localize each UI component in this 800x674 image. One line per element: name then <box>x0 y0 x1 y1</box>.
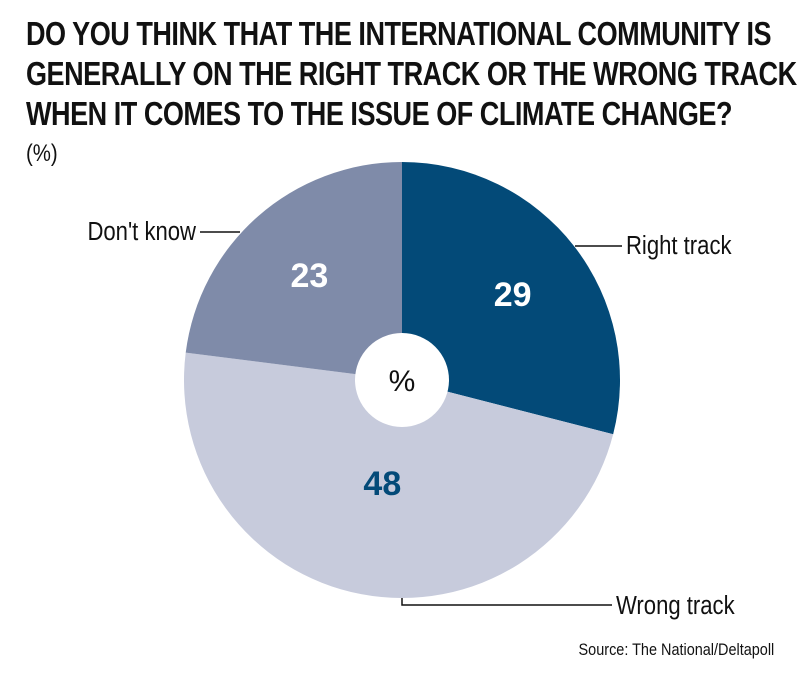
source-note: Source: The National/Deltapoll <box>578 640 774 659</box>
unit-label: (%) <box>26 140 58 167</box>
pie-slice-wrong-track <box>184 352 614 598</box>
category-label-right-track: Right track <box>626 231 732 260</box>
donut-hole <box>355 333 449 427</box>
slice-value-label: 23 <box>291 257 329 295</box>
category-label-wrong-track: Wrong track <box>616 591 735 620</box>
slice-value-label: 29 <box>494 276 532 314</box>
center-unit-label: % <box>389 365 416 398</box>
leader-line-wrong-track <box>401 598 612 606</box>
pie-slice-right-track <box>402 162 620 435</box>
slice-value-label: 48 <box>363 465 401 503</box>
category-label-dont-know: Don't know <box>87 217 196 246</box>
pie-slice-dont-know <box>185 162 402 380</box>
